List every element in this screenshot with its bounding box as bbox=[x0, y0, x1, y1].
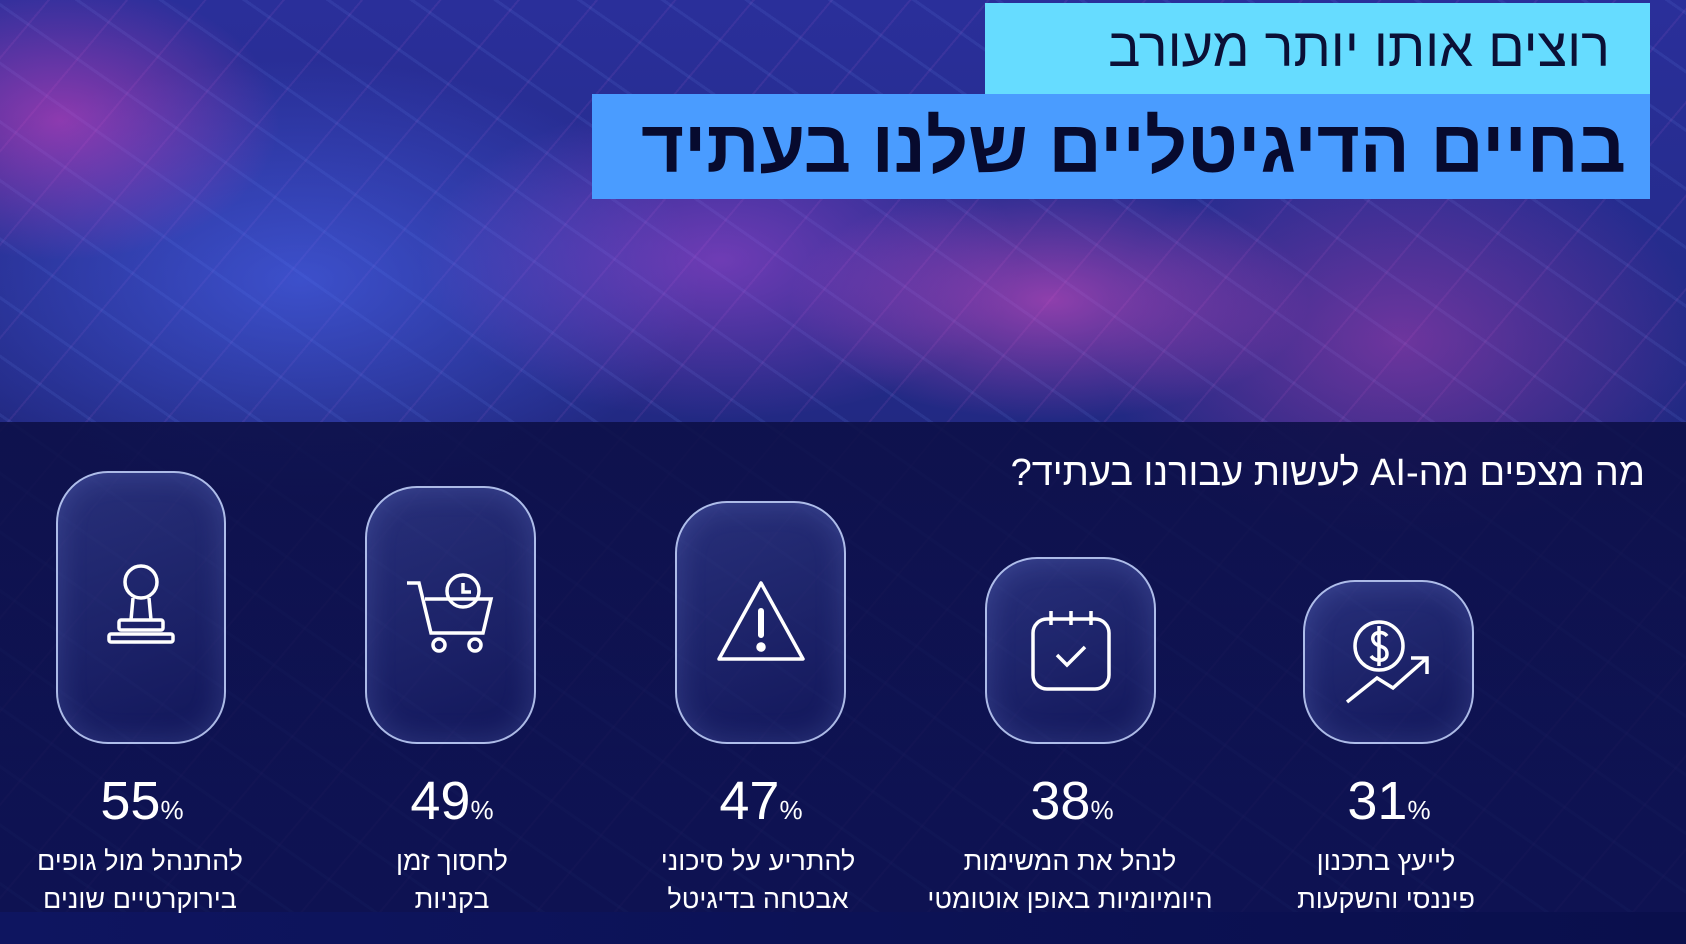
stat-label-line: אבטחה בדיגיטל bbox=[667, 884, 849, 914]
stat-value: 38% bbox=[1030, 771, 1114, 831]
stat-value: 49% bbox=[410, 771, 494, 831]
cart-clock-icon bbox=[406, 573, 493, 653]
stat-label: להתנהל מול גופים בירוקרטיים שונים bbox=[0, 842, 320, 918]
warning-icon bbox=[716, 580, 805, 661]
stat-label-line: להתריע על סיכוני bbox=[660, 846, 856, 876]
title-line-2: בחיים הדיגיטליים שלנו בעתיד bbox=[592, 94, 1650, 199]
calendar-card bbox=[985, 557, 1156, 744]
stat-value: 47% bbox=[719, 771, 803, 831]
stat-label-line: בקניות bbox=[414, 884, 490, 914]
bottom-strip bbox=[0, 912, 1686, 944]
stat-value: 31% bbox=[1347, 771, 1431, 831]
calendar-check-icon bbox=[1030, 610, 1111, 691]
stat-label-line: בירוקרטיים שונים bbox=[43, 884, 237, 914]
stat-label: להתריע על סיכוני אבטחה בדיגיטל bbox=[578, 842, 938, 918]
stat-label-line: לייעץ בתכנון bbox=[1316, 846, 1456, 876]
stat-label-line: לחסוך זמן bbox=[396, 846, 508, 876]
stat-label: לייעץ בתכנון פיננסי והשקעות bbox=[1206, 842, 1566, 918]
warning-card bbox=[675, 501, 846, 744]
stat-label: לנהל את המשימות היומיומיות באופן אוטומטי bbox=[890, 842, 1250, 918]
stat-value: 55% bbox=[100, 771, 184, 831]
stamp-icon bbox=[107, 563, 175, 644]
title-line-1: רוצים אותו יותר מעורב bbox=[985, 3, 1650, 94]
finance-card bbox=[1303, 580, 1474, 744]
stat-label-line: היומיומיות באופן אוטומטי bbox=[927, 884, 1213, 914]
stat-label-line: לנהל את המשימות bbox=[963, 846, 1177, 876]
stat-label: לחסוך זמן בקניות bbox=[272, 842, 632, 918]
stamp-card bbox=[56, 471, 226, 744]
stat-label-line: פיננסי והשקעות bbox=[1297, 884, 1475, 914]
cart-card bbox=[365, 486, 536, 744]
stat-label-line: להתנהל מול גופים bbox=[36, 846, 243, 876]
stats-panel bbox=[0, 422, 1686, 912]
dollar-growth-icon bbox=[1345, 620, 1429, 704]
question-heading: מה מצפים מה-AI לעשות עבורנו בעתיד? bbox=[1010, 452, 1645, 494]
